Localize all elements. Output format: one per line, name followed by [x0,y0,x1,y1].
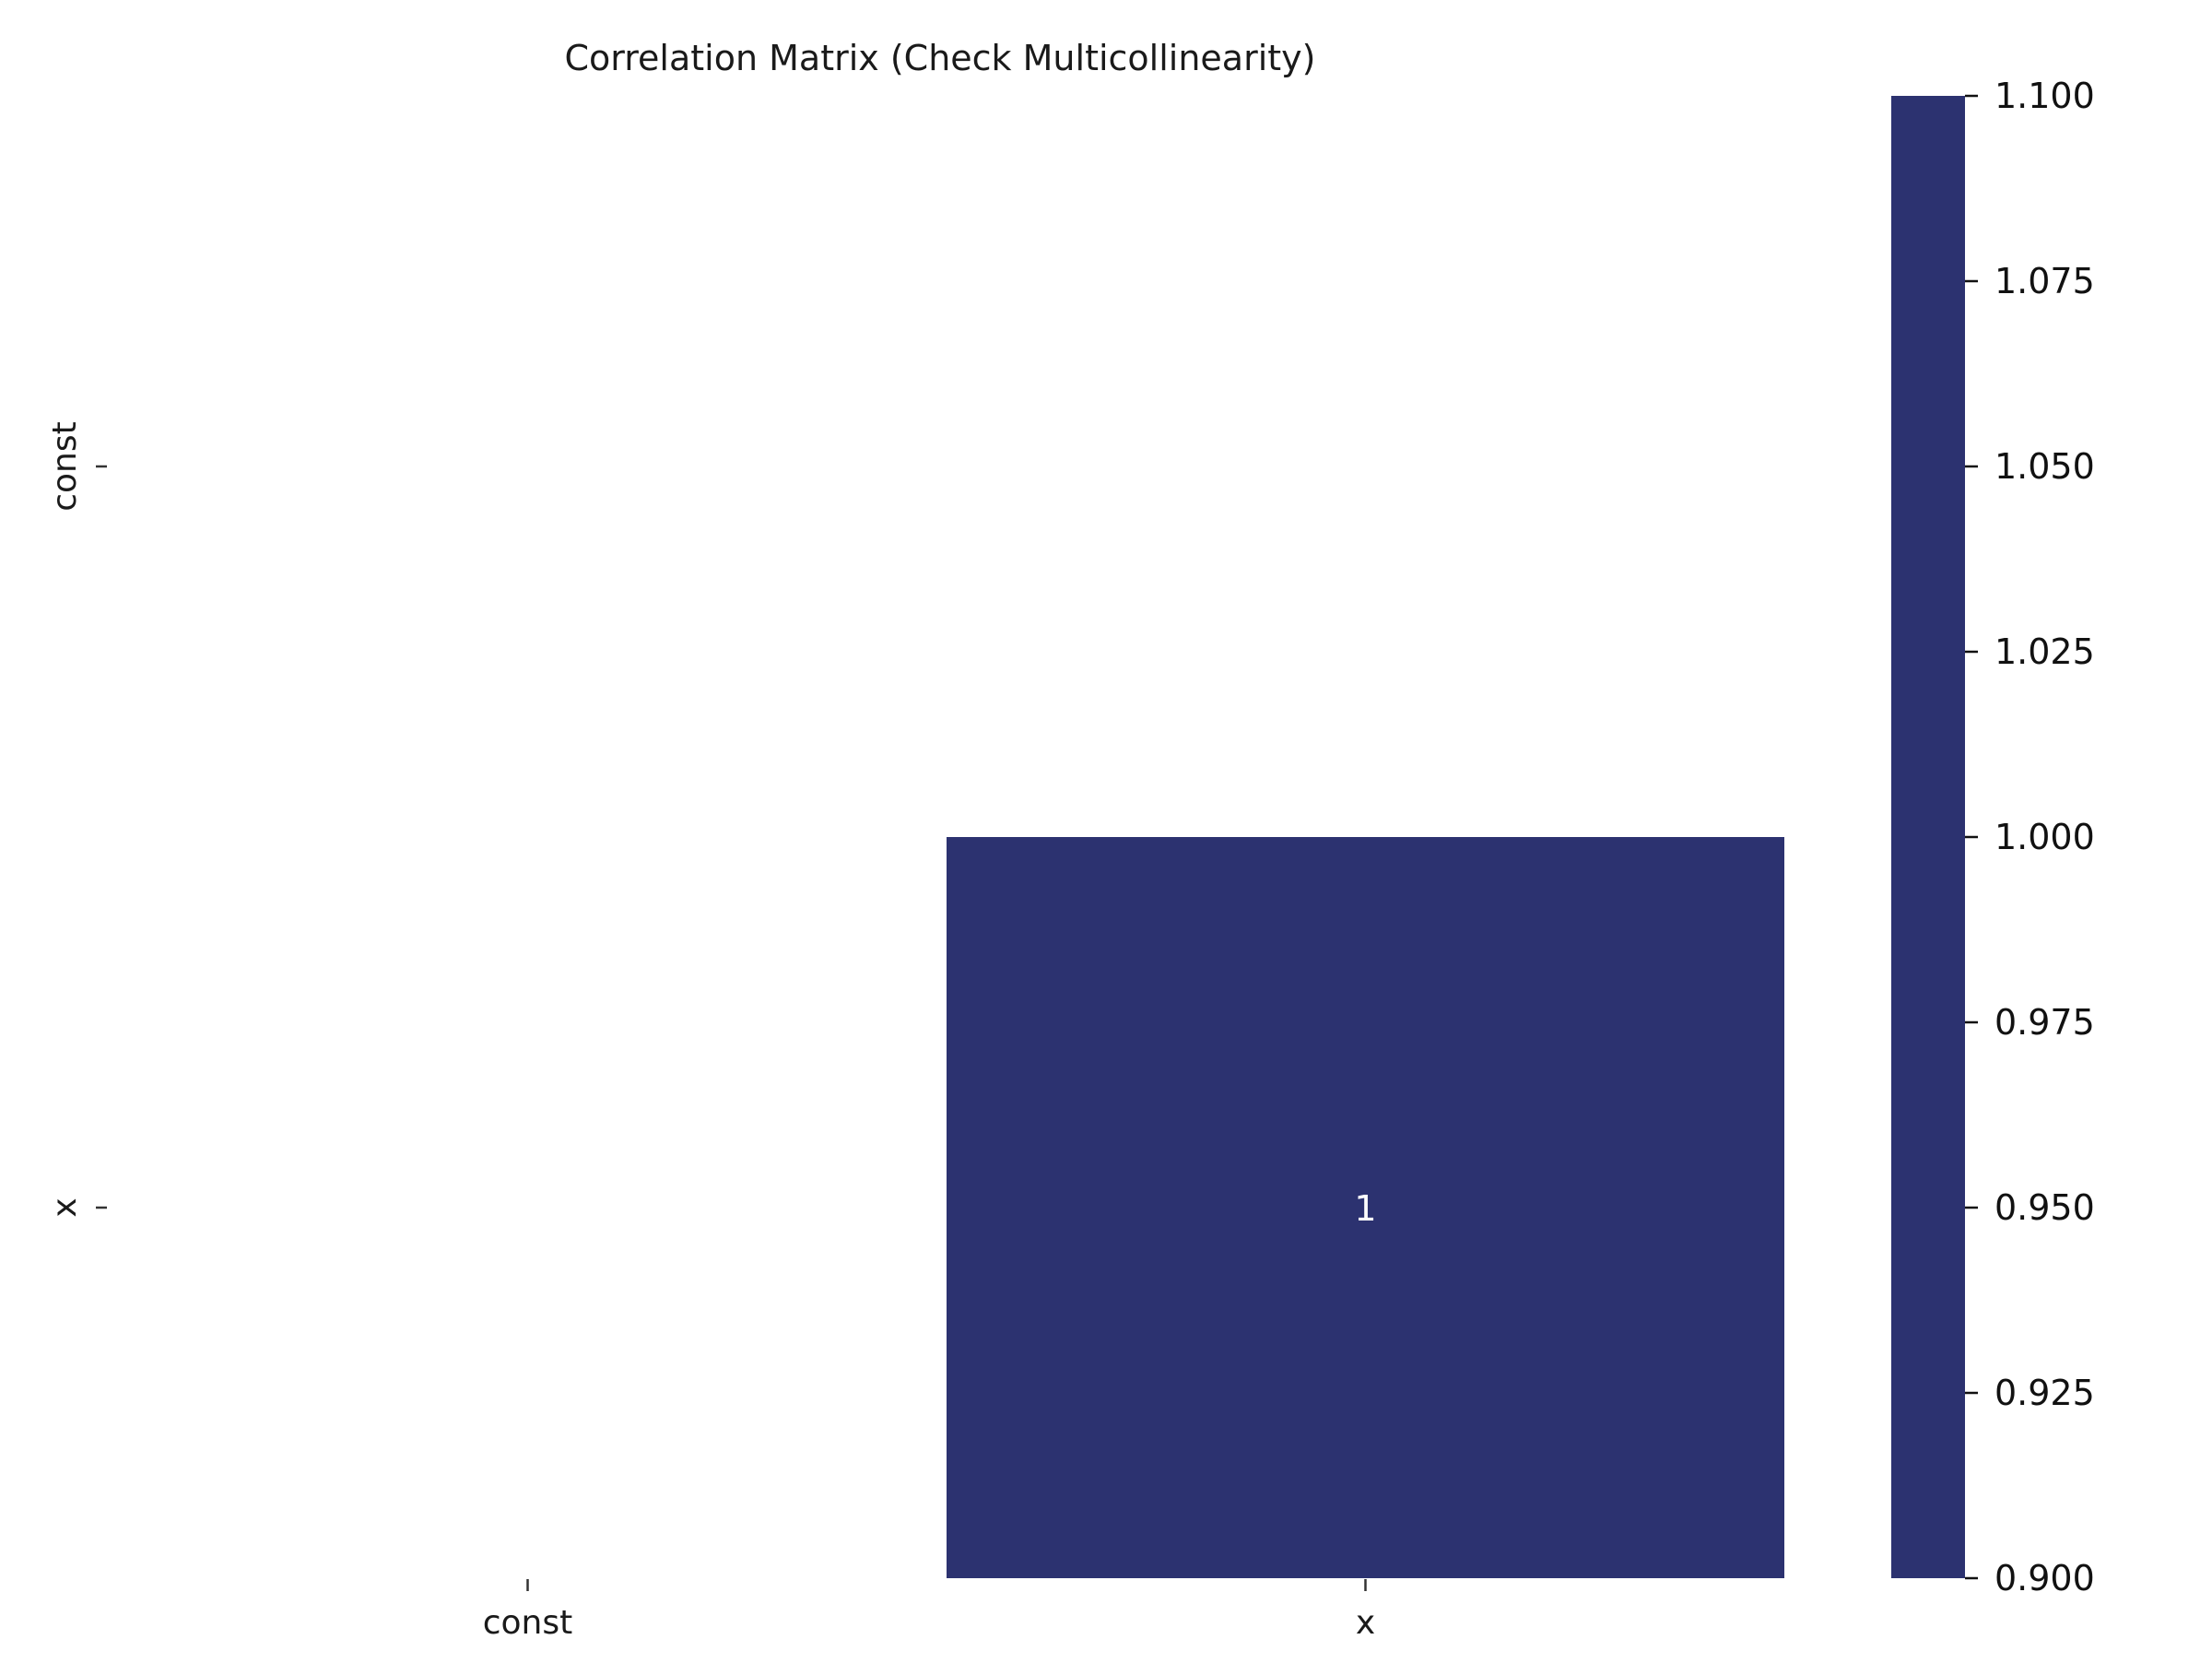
colorbar-tick-label: 0.900 [1994,1558,2095,1598]
colorbar-tick-label: 1.100 [1994,76,2095,116]
heatmap-cell-x-x [947,837,1784,1578]
colorbar: 0.900 0.925 0.950 0.975 1.000 1.025 1.050 1.075… [1891,76,2095,1598]
x-tick-label: x [1356,1604,1375,1642]
colorbar-tick-label: 1.075 [1994,261,2095,301]
heatmap-cells: 1 [947,837,1784,1578]
colorbar-tick-label: 0.950 [1994,1187,2095,1228]
y-tick-label: const [46,421,84,512]
colorbar-tick-label: 1.025 [1994,631,2095,672]
x-axis: const x [483,1579,1375,1642]
x-tick-label: const [483,1604,573,1642]
colorbar-tick-label: 1.000 [1994,817,2095,857]
cell-annotation-x-x: 1 [1354,1188,1376,1229]
colorbar-tick-label: 0.925 [1994,1373,2095,1413]
colorbar-tick-label: 0.975 [1994,1002,2095,1043]
chart-title: Correlation Matrix (Check Multicollinear… [565,38,1316,78]
y-tick-label: x [46,1197,84,1217]
colorbar-fill [1891,96,1965,1578]
y-axis: const x [46,421,107,1218]
colorbar-tick-label: 1.050 [1994,446,2095,487]
